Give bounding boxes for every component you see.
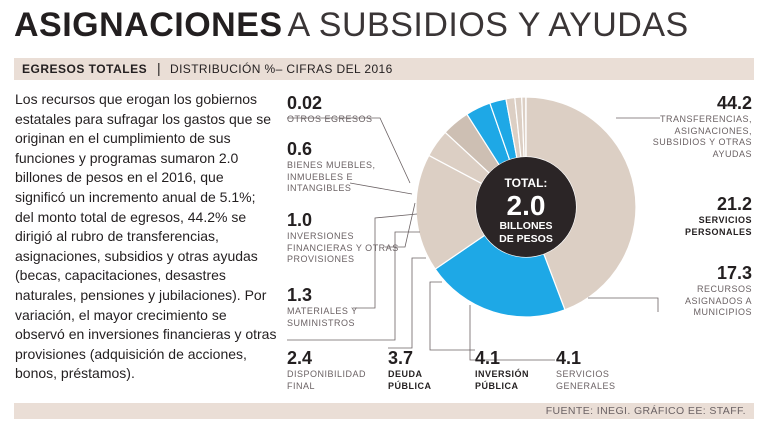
desc-disponibilidad: DISPONIBILIDAD FINAL [287, 369, 367, 391]
title-light: A SUBSIDIOS Y AYUDAS [287, 6, 689, 44]
value-servicios-personales: 21.2 [716, 194, 752, 214]
value-servicios-generales: 4.1 [556, 348, 582, 368]
desc-bienes: BIENES MUEBLES, INMUEBLES E INTANGIBLES [287, 160, 376, 193]
leader-deuda [388, 257, 426, 349]
body-paragraph: Los recursos que erogan los gobiernos es… [15, 91, 277, 382]
label-deuda: 3.7 DEUDA PÚBLICA [388, 348, 432, 392]
label-transferencias: 44.2 TRANSFERENCIAS, ASIGNACIONES, SUBSI… [632, 93, 752, 160]
value-inversion-publica: 4.1 [475, 348, 501, 368]
page-title: ASIGNACIONES A SUBSIDIOS Y AYUDAS [14, 6, 689, 56]
desc-deuda: DEUDA PÚBLICA [388, 369, 432, 391]
leader-disponibilidad [287, 231, 420, 341]
center-label-bottom-2: DE PESOS [499, 233, 553, 245]
value-materiales: 1.3 [287, 285, 313, 305]
leader-bienes [349, 182, 413, 195]
title-bold: ASIGNACIONES [14, 6, 283, 44]
label-materiales: 1.3 MATERIALES Y SUMINISTROS [287, 285, 358, 329]
subtitle-light: DISTRIBUCIÓN %– CIFRAS DEL 2016 [170, 62, 393, 76]
value-deuda: 3.7 [388, 348, 414, 368]
subtitle-separator: | [157, 60, 161, 76]
label-recursos-municipios: 17.3 RECURSOS ASIGNADOS A MUNICIPIOS [632, 263, 752, 319]
desc-servicios-generales: SERVICIOS GENERALES [556, 369, 616, 391]
leader-lines [287, 117, 660, 361]
center-disc [476, 157, 576, 257]
desc-recursos-municipios: RECURSOS ASIGNADOS A MUNICIPIOS [684, 284, 752, 317]
label-inversiones-financieras: 1.0 INVERSIONES FINANCIERAS Y OTRAS PROV… [287, 210, 399, 266]
value-bienes: 0.6 [287, 139, 313, 159]
label-disponibilidad: 2.4 DISPONIBILIDAD FINAL [287, 348, 366, 392]
subtitle-band: EGRESOS TOTALES | DISTRIBUCIÓN %– CIFRAS… [14, 58, 754, 80]
leader-materiales [353, 213, 418, 309]
leader-inversion-pub [429, 281, 475, 351]
desc-otros-egresos: OTROS EGRESOS [287, 114, 373, 124]
value-disponibilidad: 2.4 [287, 348, 313, 368]
leader-inversiones-fin [385, 202, 416, 248]
value-transferencias: 44.2 [716, 93, 752, 113]
desc-materiales: MATERIALES Y SUMINISTROS [287, 306, 358, 328]
value-inversiones-financieras: 1.0 [287, 210, 313, 230]
center-label-bottom-1: BILLONES [499, 220, 552, 232]
leader-recursos [588, 297, 659, 312]
label-bienes: 0.6 BIENES MUEBLES, INMUEBLES E INTANGIB… [287, 139, 376, 195]
center-value: 2.0 [507, 190, 546, 221]
center-label-top: TOTAL: [505, 176, 548, 190]
label-otros-egresos: 0.02 OTROS EGRESOS [287, 93, 373, 126]
leader-otros [287, 117, 411, 184]
value-otros-egresos: 0.02 [287, 93, 323, 113]
source-footer: FUENTE: INEGI. GRÁFICO EE: STAFF. [14, 403, 754, 419]
desc-servicios-personales: SERVICIOS PERSONALES [684, 215, 752, 237]
label-servicios-personales: 21.2 SERVICIOS PERSONALES [632, 194, 752, 238]
label-inversion-publica: 4.1 INVERSIÓN PÚBLICA [475, 348, 529, 392]
desc-transferencias: TRANSFERENCIAS, ASIGNACIONES, SUBSIDIOS … [652, 114, 752, 159]
desc-inversiones-financieras: INVERSIONES FINANCIERAS Y OTRAS PROVISIO… [287, 231, 399, 264]
source-text: FUENTE: INEGI. GRÁFICO EE: STAFF. [545, 405, 746, 417]
leader-servicios-gen [469, 305, 555, 361]
subtitle-bold: EGRESOS TOTALES [22, 62, 148, 76]
value-recursos-municipios: 17.3 [716, 263, 752, 283]
desc-inversion-publica: INVERSIÓN PÚBLICA [475, 369, 530, 391]
label-servicios-generales: 4.1 SERVICIOS GENERALES [556, 348, 616, 392]
